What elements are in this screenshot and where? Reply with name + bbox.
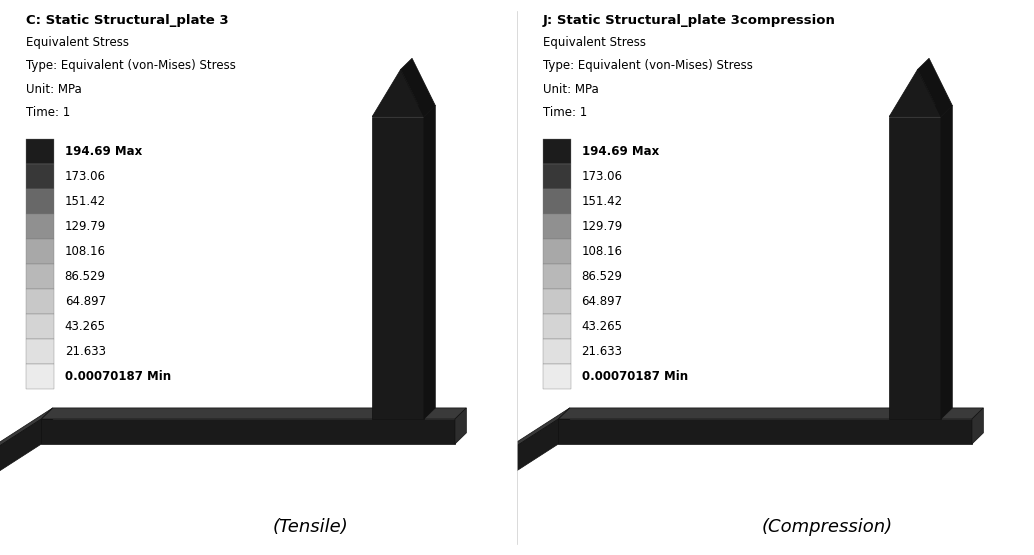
Polygon shape	[918, 58, 952, 117]
Bar	[543, 364, 572, 388]
Text: 173.06: 173.06	[581, 170, 622, 183]
Bar	[26, 164, 55, 189]
Text: 0.00070187 Min: 0.00070187 Min	[64, 370, 171, 382]
Polygon shape	[41, 408, 53, 444]
Text: 43.265: 43.265	[581, 320, 622, 332]
Text: 108.16: 108.16	[64, 245, 105, 258]
Text: C: Static Structural_plate 3: C: Static Structural_plate 3	[26, 14, 229, 27]
Text: 108.16: 108.16	[581, 245, 622, 258]
Bar	[543, 214, 572, 239]
Bar	[26, 239, 55, 264]
Bar	[543, 289, 572, 314]
Bar	[26, 289, 55, 314]
Text: Type: Equivalent (von-Mises) Stress: Type: Equivalent (von-Mises) Stress	[26, 59, 236, 72]
Polygon shape	[0, 419, 41, 484]
Polygon shape	[41, 419, 455, 444]
Polygon shape	[972, 408, 983, 444]
Bar	[543, 239, 572, 264]
Polygon shape	[941, 105, 952, 419]
Text: 21.633: 21.633	[581, 345, 622, 357]
Text: 129.79: 129.79	[64, 220, 105, 233]
Bar	[543, 164, 572, 189]
Text: Time: 1: Time: 1	[26, 106, 70, 119]
Text: Unit: MPa: Unit: MPa	[26, 83, 82, 95]
Polygon shape	[455, 408, 466, 444]
Polygon shape	[41, 408, 466, 419]
Bar	[26, 339, 55, 364]
Polygon shape	[372, 105, 435, 117]
Polygon shape	[0, 408, 53, 459]
Polygon shape	[558, 408, 983, 419]
Text: 151.42: 151.42	[64, 195, 105, 208]
Text: 64.897: 64.897	[64, 295, 105, 307]
Bar	[543, 339, 572, 364]
Text: (Tensile): (Tensile)	[272, 518, 348, 536]
Bar	[26, 139, 55, 164]
Polygon shape	[372, 69, 424, 117]
Text: Equivalent Stress: Equivalent Stress	[26, 36, 129, 49]
Text: 21.633: 21.633	[64, 345, 105, 357]
Bar	[26, 189, 55, 214]
Text: Time: 1: Time: 1	[543, 106, 587, 119]
Polygon shape	[496, 408, 570, 459]
Polygon shape	[496, 419, 558, 484]
Text: 129.79: 129.79	[581, 220, 622, 233]
Text: (Compression): (Compression)	[762, 518, 892, 536]
Text: 64.897: 64.897	[581, 295, 622, 307]
Text: 151.42: 151.42	[581, 195, 622, 208]
Bar	[543, 264, 572, 289]
Text: 0.00070187 Min: 0.00070187 Min	[581, 370, 688, 382]
Polygon shape	[558, 408, 570, 444]
Polygon shape	[889, 69, 941, 117]
Text: 194.69 Max: 194.69 Max	[581, 145, 659, 158]
Bar	[26, 264, 55, 289]
Polygon shape	[889, 105, 952, 117]
Text: J: Static Structural_plate 3compression: J: Static Structural_plate 3compression	[543, 14, 835, 27]
Bar	[543, 189, 572, 214]
Text: 86.529: 86.529	[581, 270, 622, 282]
Bar	[543, 314, 572, 339]
Text: 173.06: 173.06	[64, 170, 105, 183]
Polygon shape	[424, 105, 435, 419]
Polygon shape	[889, 117, 941, 419]
Text: Equivalent Stress: Equivalent Stress	[543, 36, 646, 49]
Polygon shape	[558, 419, 972, 444]
Bar	[26, 214, 55, 239]
Text: 194.69 Max: 194.69 Max	[64, 145, 142, 158]
Polygon shape	[372, 117, 424, 419]
Bar	[26, 364, 55, 388]
Text: Unit: MPa: Unit: MPa	[543, 83, 599, 95]
Text: Type: Equivalent (von-Mises) Stress: Type: Equivalent (von-Mises) Stress	[543, 59, 753, 72]
Text: 86.529: 86.529	[64, 270, 105, 282]
Bar	[543, 139, 572, 164]
Text: 43.265: 43.265	[64, 320, 105, 332]
Polygon shape	[401, 58, 435, 117]
Bar	[26, 314, 55, 339]
